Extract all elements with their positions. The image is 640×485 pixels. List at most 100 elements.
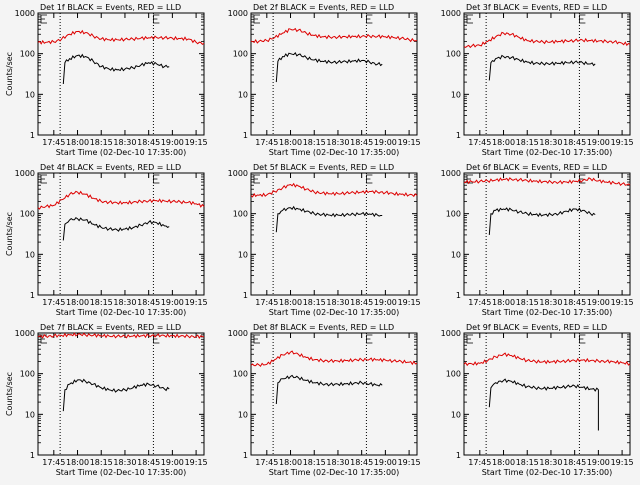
x-tick-label: 18:15 [516, 458, 539, 467]
x-tick-label: 17:45 [42, 458, 65, 467]
x-tick-label: 19:15 [185, 138, 208, 147]
detector-panel-4: Det 4f BLACK = Events, RED = LLD 1 10 100 10… [5, 163, 208, 317]
x-tick-label: 18:45 [563, 458, 586, 467]
y-tick-label: 1000 [15, 9, 35, 18]
detector-panel-6: Det 6f BLACK = Events, RED = LLD 1 10 100 10… [441, 163, 634, 317]
x-axis-label: Start Time (02-Dec-10 17:35:00) [56, 468, 187, 477]
y-tick-label: 10 [238, 90, 248, 99]
x-tick-label: 19:00 [161, 458, 184, 467]
x-tick-label: 18:15 [90, 298, 113, 307]
y-tick-label: 100 [233, 210, 248, 219]
y-tick-label: 1 [456, 291, 461, 300]
y-tick-label: 1000 [228, 169, 248, 178]
time-marker-glyph [253, 174, 260, 184]
time-marker-glyph [253, 334, 260, 344]
series-line-lld [37, 29, 205, 45]
series-line-events [488, 207, 596, 235]
y-tick-label: 1 [456, 131, 461, 140]
y-tick-label: 1 [456, 451, 461, 460]
y-tick-label: 1 [243, 451, 248, 460]
y-tick-label: 100 [233, 370, 248, 379]
series-line-events [275, 205, 383, 233]
series-line-events [275, 374, 383, 405]
time-marker-glyph [40, 14, 47, 24]
x-tick-label: 18:45 [563, 298, 586, 307]
time-marker-glyph [153, 174, 160, 184]
x-tick-label: 18:30 [113, 298, 136, 307]
x-tick-label: 18:30 [326, 458, 349, 467]
detector-panel-2: Det 2f BLACK = Events, RED = LLD 1 10 100 10… [228, 3, 421, 157]
x-tick-label: 18:15 [516, 138, 539, 147]
detector-panel-9: Det 9f BLACK = Events, RED = LLD 1 10 100 10… [441, 323, 634, 477]
x-tick-label: 18:00 [492, 458, 515, 467]
x-axis-label: Start Time (02-Dec-10 17:35:00) [56, 148, 187, 157]
series-line-events [488, 54, 596, 81]
x-tick-label: 18:45 [350, 458, 373, 467]
y-tick-label: 1000 [228, 9, 248, 18]
y-tick-label: 100 [20, 370, 35, 379]
time-marker-glyph [40, 174, 47, 184]
time-marker-glyph [466, 174, 473, 184]
x-tick-label: 19:15 [185, 298, 208, 307]
x-tick-label: 18:15 [303, 298, 326, 307]
panel-title: Det 8f BLACK = Events, RED = LLD [253, 323, 394, 332]
y-tick-label: 10 [25, 250, 35, 259]
x-tick-label: 18:45 [350, 138, 373, 147]
y-tick-label: 100 [20, 50, 35, 59]
x-tick-label: 18:30 [539, 458, 562, 467]
x-tick-label: 19:00 [374, 458, 397, 467]
time-marker-glyph [366, 14, 373, 24]
x-tick-label: 18:45 [137, 298, 160, 307]
x-tick-label: 19:15 [611, 298, 634, 307]
x-tick-label: 18:00 [66, 458, 89, 467]
time-marker-glyph [253, 14, 260, 24]
x-tick-label: 17:45 [255, 298, 278, 307]
detector-panel-7: Det 7f BLACK = Events, RED = LLD 1 10 100 10… [5, 323, 208, 477]
series-line-lld [37, 332, 205, 339]
series-line-lld [250, 350, 418, 367]
y-axis-label: Counts/sec [5, 52, 14, 96]
x-tick-label: 19:15 [398, 298, 421, 307]
x-tick-label: 18:30 [539, 138, 562, 147]
x-axis-label: Start Time (02-Dec-10 17:35:00) [482, 468, 613, 477]
x-tick-label: 17:45 [468, 298, 491, 307]
x-tick-label: 17:45 [468, 458, 491, 467]
panel-title: Det 9f BLACK = Events, RED = LLD [466, 323, 607, 332]
y-tick-label: 10 [451, 410, 461, 419]
x-tick-label: 18:00 [279, 458, 302, 467]
x-tick-label: 19:15 [611, 458, 634, 467]
y-tick-label: 1 [243, 291, 248, 300]
series-line-lld [250, 27, 418, 44]
x-tick-label: 18:00 [66, 298, 89, 307]
series-line-lld [463, 352, 631, 367]
x-tick-label: 18:00 [492, 298, 515, 307]
x-tick-label: 19:15 [185, 458, 208, 467]
y-tick-label: 100 [20, 210, 35, 219]
x-tick-label: 17:45 [255, 458, 278, 467]
plot-frame [463, 12, 631, 136]
x-tick-label: 18:00 [492, 138, 515, 147]
y-tick-label: 1000 [228, 329, 248, 338]
time-marker-glyph [579, 14, 586, 24]
x-tick-label: 18:30 [113, 458, 136, 467]
series-line-lld [463, 177, 631, 186]
detector-panel-5: Det 5f BLACK = Events, RED = LLD 1 10 100 10… [228, 163, 421, 317]
x-tick-label: 18:30 [326, 138, 349, 147]
x-tick-label: 19:15 [398, 138, 421, 147]
y-tick-label: 10 [25, 90, 35, 99]
x-tick-label: 18:30 [539, 298, 562, 307]
x-tick-label: 18:30 [113, 138, 136, 147]
y-tick-label: 10 [451, 250, 461, 259]
x-tick-label: 17:45 [42, 298, 65, 307]
y-tick-label: 10 [451, 90, 461, 99]
x-tick-label: 19:00 [374, 298, 397, 307]
plot-frame [250, 172, 418, 296]
y-tick-label: 1000 [15, 169, 35, 178]
y-tick-label: 1000 [441, 329, 461, 338]
x-tick-label: 17:45 [255, 138, 278, 147]
series-line-lld [463, 31, 631, 49]
y-tick-label: 10 [238, 250, 248, 259]
y-tick-label: 1 [30, 131, 35, 140]
y-tick-label: 100 [446, 50, 461, 59]
y-tick-label: 100 [446, 210, 461, 219]
